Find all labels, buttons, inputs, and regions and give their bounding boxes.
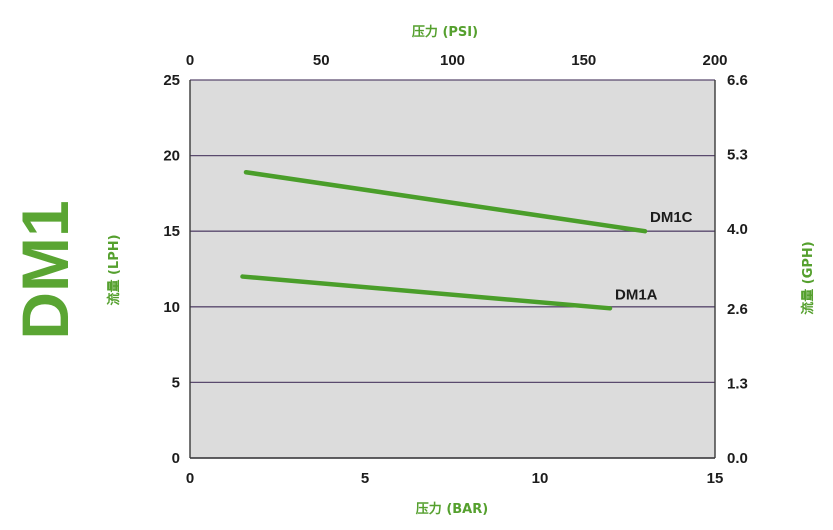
y2-tick-label: 4.0 <box>727 221 748 238</box>
x2-tick-label: 0 <box>186 52 194 69</box>
y2-tick-label: 1.3 <box>727 376 748 393</box>
x2-axis-label: 压力 (PSI) <box>412 24 478 40</box>
y2-axis-label: 流量 (GPH) <box>800 241 816 315</box>
x2-tick-label: 200 <box>702 52 727 69</box>
series-line-dm1a <box>240 274 613 311</box>
y2-tick-label: 6.6 <box>727 72 748 89</box>
y2-tick-label: 0.0 <box>727 450 748 467</box>
y-tick-label: 15 <box>163 223 180 240</box>
x-axis-label: 压力 (BAR) <box>416 501 488 517</box>
y2-tick-label: 5.3 <box>727 146 748 163</box>
series-label-dm1a: DM1A <box>615 286 658 303</box>
y-tick-label: 0 <box>172 450 180 467</box>
series-label-dm1c: DM1C <box>650 209 693 226</box>
y2-tick-label: 2.6 <box>727 301 748 318</box>
series-line-dm1c <box>243 169 648 234</box>
x-tick-label: 10 <box>532 470 549 487</box>
x2-tick-label: 150 <box>571 52 596 69</box>
y-axis-label: 流量 (LPH) <box>106 234 122 305</box>
plot-area <box>190 80 715 458</box>
x2-tick-label: 50 <box>313 52 330 69</box>
x-tick-label: 15 <box>707 470 724 487</box>
y-tick-label: 20 <box>163 148 180 165</box>
page-title: DM1 <box>8 200 82 339</box>
x-tick-label: 5 <box>361 470 369 487</box>
y-tick-label: 25 <box>163 72 180 89</box>
x-tick-label: 0 <box>186 470 194 487</box>
y-tick-label: 5 <box>172 374 180 391</box>
series-layer: DM1C DM1A <box>240 169 693 311</box>
plot-frame <box>189 80 716 459</box>
y-tick-label: 10 <box>163 299 180 316</box>
x2-tick-label: 100 <box>440 52 465 69</box>
